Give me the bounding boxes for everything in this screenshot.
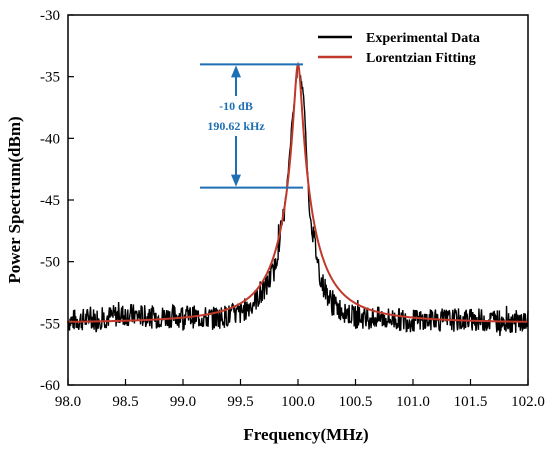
y-tick-label: -30 <box>40 8 60 24</box>
legend-label-lorentzian-fitting: Lorentzian Fitting <box>366 51 476 66</box>
x-tick-label: 99.0 <box>170 394 196 410</box>
annotation-label: -10 dB <box>219 99 253 113</box>
annotation-layer: -10 dB 190.62 kHz <box>200 63 303 189</box>
plot-background <box>68 15 528 385</box>
y-tick-label: -45 <box>40 193 60 209</box>
y-axis-label: Power Spectrum(dBm) <box>5 116 24 283</box>
x-tick-label: 100.5 <box>339 394 373 410</box>
y-tick-label: -55 <box>40 316 60 332</box>
x-tick-label: 102.0 <box>511 394 545 410</box>
axes-layer: 98.0 98.5 99.0 99.5 100.0 100.5 101.0 101.5 102.… <box>5 8 545 444</box>
x-tick-label: 98.5 <box>112 394 138 410</box>
x-tick-label: 100.0 <box>281 394 315 410</box>
legend: Experimental Data Lorentzian Fitting <box>318 31 480 66</box>
annotation-arrow-down-head <box>231 174 241 187</box>
y-tick-label: -50 <box>40 255 60 271</box>
y-tick-label: -35 <box>40 70 60 86</box>
x-tick-label: 98.0 <box>55 394 81 410</box>
annotation-arrow-up-head <box>231 65 241 78</box>
x-axis-label: Frequency(MHz) <box>243 425 368 444</box>
annotation-value: 190.62 kHz <box>207 119 265 133</box>
y-tick-label: -60 <box>40 378 60 394</box>
y-tick-label: -40 <box>40 131 60 147</box>
legend-label-experimental-data: Experimental Data <box>366 31 480 46</box>
plot-area <box>68 15 528 385</box>
x-tick-label: 101.0 <box>396 394 430 410</box>
x-tick-label: 99.5 <box>227 394 253 410</box>
x-tick-label: 101.5 <box>454 394 488 410</box>
